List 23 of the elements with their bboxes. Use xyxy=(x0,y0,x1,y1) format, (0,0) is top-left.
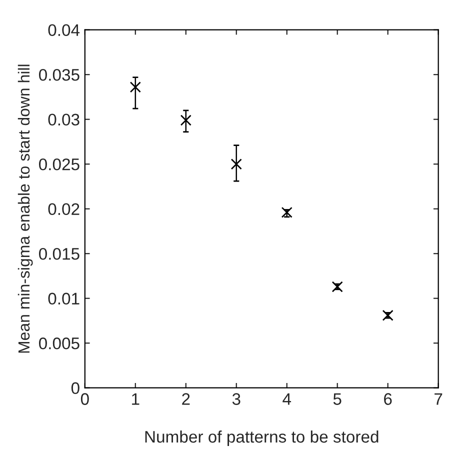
x-tick-label: 4 xyxy=(282,393,292,405)
y-tick-label: 0.04 xyxy=(48,24,80,36)
y-tick-label: 0.015 xyxy=(39,248,80,260)
y-tick-label: 0.03 xyxy=(48,114,80,126)
x-tick-label: 7 xyxy=(434,393,442,405)
y-tick-label: 0.01 xyxy=(48,292,80,305)
point xyxy=(180,114,192,126)
x-tick-label: 2 xyxy=(182,393,190,405)
y-tick-label: 0.025 xyxy=(39,158,80,170)
y-axis-title: Mean min-sigma enable to start down hill xyxy=(18,64,33,353)
y-tick-label: 0 xyxy=(71,382,80,394)
y-tick-label: 0.005 xyxy=(39,338,80,350)
x-tick-label: 6 xyxy=(384,393,392,405)
x-tick-label: 1 xyxy=(132,393,140,405)
x-axis-title: Number of patterns to be stored xyxy=(145,430,378,446)
x-tick-label: 3 xyxy=(232,393,240,405)
x-tick-label: 0 xyxy=(80,393,89,405)
y-tick-label: 0.02 xyxy=(48,203,80,216)
point xyxy=(230,158,242,170)
point xyxy=(130,82,141,93)
point xyxy=(281,206,292,218)
x-tick-label: 5 xyxy=(333,393,342,405)
y-tick-label: 0.035 xyxy=(39,68,80,81)
